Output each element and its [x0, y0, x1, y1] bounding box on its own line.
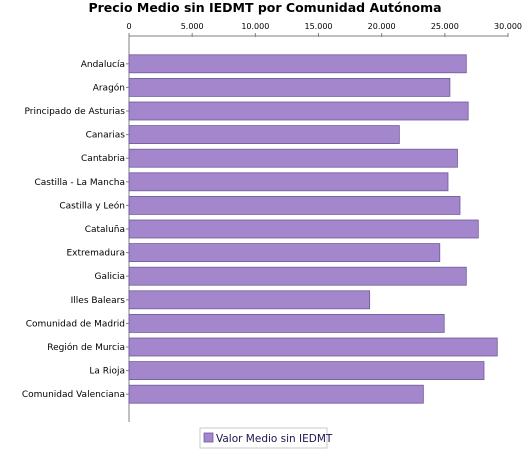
category-label: Principado de Asturias: [24, 107, 125, 117]
category-label: Comunidad Valenciana: [22, 390, 125, 400]
bar[interactable]: [128, 266, 467, 286]
category-label: Illes Balears: [71, 296, 126, 306]
category-label: Castilla y León: [59, 200, 125, 211]
legend-box: [199, 427, 328, 449]
x-tick-label: 20.000: [368, 22, 396, 31]
category-label: Extremadura: [67, 249, 126, 259]
category-label: Canarias: [86, 131, 126, 141]
bar[interactable]: [128, 101, 469, 121]
category-label: Galicia: [95, 272, 125, 282]
x-tick-label: 10.000: [241, 22, 269, 31]
bar[interactable]: [128, 337, 498, 357]
bar[interactable]: [128, 243, 441, 263]
bar[interactable]: [128, 384, 424, 404]
bar[interactable]: [128, 78, 451, 97]
bar[interactable]: [128, 148, 458, 168]
bar[interactable]: [128, 313, 445, 333]
bar[interactable]: [128, 361, 485, 381]
category-label: La Rioja: [89, 367, 125, 377]
category-label: Aragón: [93, 82, 125, 93]
bar[interactable]: [128, 290, 371, 310]
bar[interactable]: [128, 125, 400, 144]
chart-title: Precio Medio sin IEDMT por Comunidad Aut…: [88, 0, 441, 15]
x-tick-label: 0: [126, 22, 131, 31]
category-label: Comunidad de Madrid: [26, 319, 125, 329]
x-tick-label: 30.000: [494, 22, 522, 31]
x-tick-label: 15.000: [305, 22, 333, 31]
bar[interactable]: [128, 54, 467, 74]
category-axis: Andalucía Aragón Principado de Asturias Can…: [22, 60, 129, 400]
category-label: Región de Murcia: [47, 342, 125, 353]
legend-label: Valor Medio sin IEDMT: [216, 433, 333, 445]
bar[interactable]: [128, 219, 479, 239]
bar[interactable]: [128, 195, 461, 215]
category-label: Castilla - La Mancha: [34, 178, 125, 188]
category-label: Cantabria: [81, 154, 125, 164]
bars: [128, 54, 498, 404]
legend-swatch: [203, 432, 214, 443]
bar[interactable]: [128, 172, 449, 192]
legend[interactable]: Valor Medio sin IEDMT: [199, 427, 333, 449]
category-label: Andalucía: [81, 60, 125, 70]
x-tick-label: 5.000: [181, 22, 204, 31]
x-tick-label: 25.000: [431, 22, 459, 31]
category-label: Cataluña: [85, 225, 125, 235]
